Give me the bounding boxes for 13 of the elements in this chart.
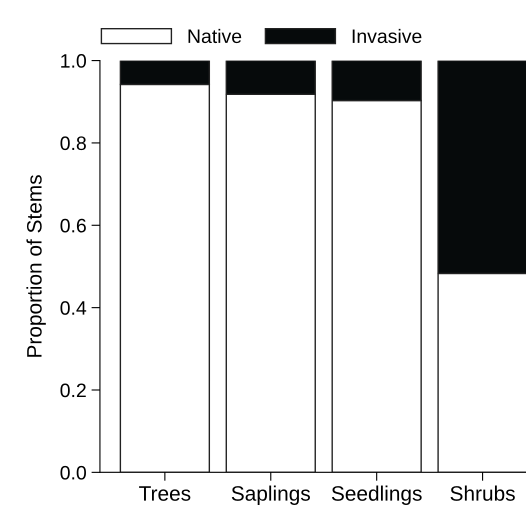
y-tick-label: 0.6 bbox=[60, 218, 86, 233]
y-tick-label: 0.4 bbox=[60, 301, 86, 315]
y-tick-label: 1.0 bbox=[61, 54, 86, 68]
legend-label: Native bbox=[188, 28, 242, 44]
y-axis-title: Proportion of Stems bbox=[26, 175, 46, 357]
y-tick-label: 0.8 bbox=[60, 136, 86, 150]
y-tick-label: 0.0 bbox=[60, 466, 86, 480]
x-tick-label: Trees bbox=[139, 486, 190, 501]
x-tick-label: Saplings bbox=[232, 486, 310, 505]
x-tick-label: Shrubs bbox=[450, 486, 515, 501]
x-tick-label: Seedlings bbox=[332, 486, 422, 505]
legend-label: Invasive bbox=[352, 28, 422, 44]
y-tick-label: 0.2 bbox=[60, 383, 86, 398]
